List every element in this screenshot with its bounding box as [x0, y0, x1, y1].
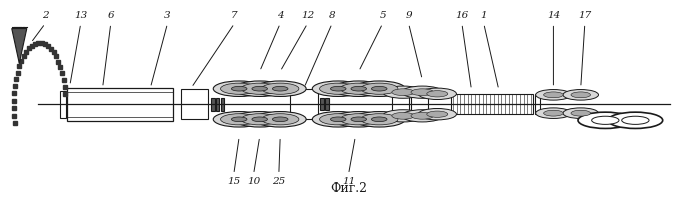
Circle shape: [241, 114, 278, 125]
Circle shape: [220, 83, 258, 94]
Circle shape: [273, 86, 288, 91]
Text: 1: 1: [480, 11, 487, 20]
Circle shape: [360, 114, 398, 125]
Bar: [392, 92, 408, 118]
Circle shape: [427, 91, 447, 97]
Circle shape: [312, 111, 365, 127]
Bar: [216, 98, 220, 111]
Text: 2: 2: [42, 11, 49, 20]
Circle shape: [231, 117, 247, 122]
Circle shape: [401, 110, 443, 122]
Bar: [325, 98, 329, 110]
Polygon shape: [12, 28, 26, 63]
Circle shape: [340, 114, 378, 125]
Circle shape: [332, 111, 385, 127]
Circle shape: [261, 83, 299, 94]
Circle shape: [418, 109, 457, 120]
Circle shape: [411, 89, 434, 95]
Circle shape: [372, 117, 387, 122]
Circle shape: [241, 83, 278, 94]
Text: 13: 13: [74, 11, 87, 20]
Circle shape: [578, 112, 633, 129]
Circle shape: [213, 111, 265, 127]
Circle shape: [383, 86, 424, 98]
Circle shape: [411, 113, 434, 119]
Circle shape: [353, 111, 405, 127]
Bar: [67, 88, 173, 121]
Circle shape: [592, 116, 619, 124]
Circle shape: [233, 81, 286, 97]
Circle shape: [312, 81, 365, 97]
Circle shape: [536, 89, 571, 100]
Circle shape: [319, 114, 357, 125]
Circle shape: [383, 110, 424, 122]
Text: 3: 3: [164, 11, 171, 20]
Text: 10: 10: [247, 177, 260, 186]
Bar: [291, 89, 318, 119]
Circle shape: [563, 108, 599, 119]
Circle shape: [392, 89, 415, 95]
Bar: [321, 98, 324, 110]
Circle shape: [233, 111, 286, 127]
Circle shape: [392, 113, 415, 119]
Bar: [535, 94, 540, 114]
Text: 6: 6: [107, 11, 114, 20]
Circle shape: [319, 83, 357, 94]
Circle shape: [571, 110, 590, 116]
Circle shape: [427, 111, 447, 117]
Circle shape: [372, 86, 387, 91]
Text: 4: 4: [277, 11, 284, 20]
Text: 9: 9: [405, 11, 412, 20]
Bar: [59, 91, 66, 118]
Circle shape: [544, 110, 563, 116]
Circle shape: [351, 117, 367, 122]
Circle shape: [536, 108, 571, 119]
Text: 14: 14: [546, 11, 560, 20]
Circle shape: [544, 92, 563, 98]
Circle shape: [261, 114, 299, 125]
Circle shape: [608, 112, 663, 129]
Circle shape: [563, 89, 599, 100]
Circle shape: [622, 116, 649, 124]
Circle shape: [360, 83, 398, 94]
Circle shape: [254, 111, 306, 127]
Text: 16: 16: [455, 11, 468, 20]
Circle shape: [252, 86, 268, 91]
Circle shape: [330, 117, 346, 122]
Circle shape: [332, 81, 385, 97]
Circle shape: [401, 86, 443, 98]
Bar: [451, 94, 533, 114]
Circle shape: [340, 83, 378, 94]
Circle shape: [571, 92, 590, 98]
Circle shape: [418, 88, 457, 99]
Circle shape: [273, 117, 288, 122]
Circle shape: [252, 117, 268, 122]
Text: 25: 25: [273, 177, 286, 186]
Text: 15: 15: [227, 177, 240, 186]
Circle shape: [351, 86, 367, 91]
Bar: [211, 98, 215, 111]
Circle shape: [231, 86, 247, 91]
Text: 8: 8: [329, 11, 335, 20]
Text: 12: 12: [301, 11, 314, 20]
Circle shape: [254, 81, 306, 97]
Text: Фиг.2: Фиг.2: [330, 182, 367, 195]
Bar: [221, 98, 224, 111]
Circle shape: [330, 86, 346, 91]
Circle shape: [220, 114, 258, 125]
Text: 7: 7: [231, 11, 238, 20]
Text: 5: 5: [379, 11, 386, 20]
Text: 11: 11: [342, 177, 355, 186]
Bar: [411, 92, 429, 118]
Text: 17: 17: [579, 11, 592, 20]
Circle shape: [213, 81, 265, 97]
Circle shape: [353, 81, 405, 97]
Bar: [181, 89, 208, 119]
